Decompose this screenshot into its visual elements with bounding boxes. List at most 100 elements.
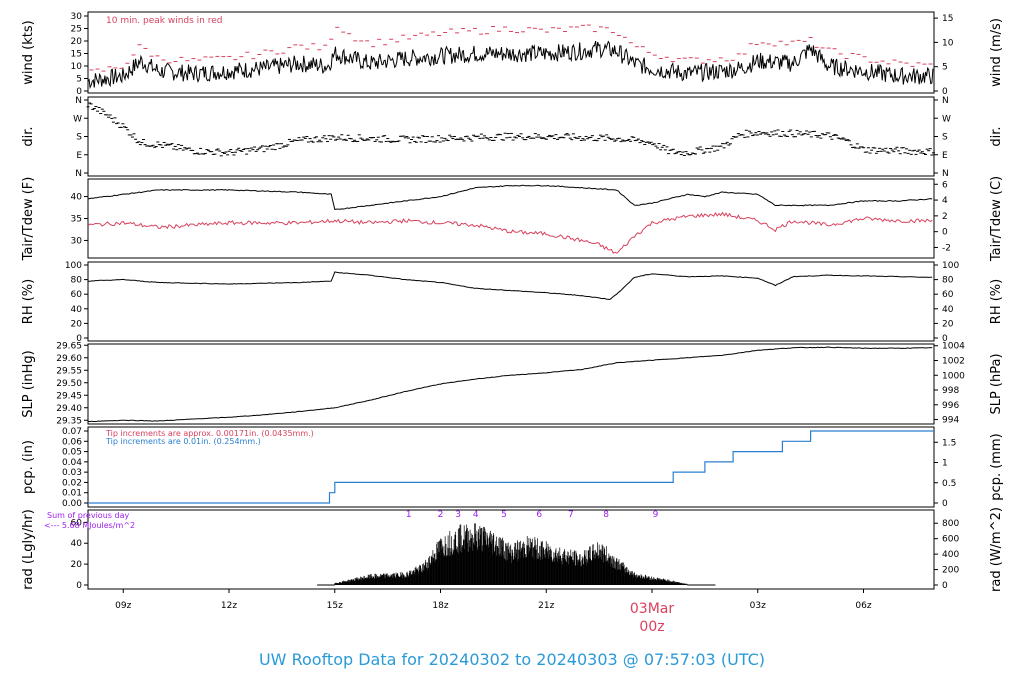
ylabel-left: Tair/Tdew (F) — [21, 177, 36, 262]
panel-slp: SLP (inHg) SLP (hPa) 29.35 29.40 29.45 29.50 2… — [21, 341, 1004, 426]
right-tick-label: S — [942, 133, 948, 143]
left-tick-label: 0.05 — [62, 448, 82, 458]
left-tick-label: 29.50 — [56, 379, 82, 389]
right-tick-label: 0 — [942, 334, 948, 344]
tdew-series — [87, 211, 933, 254]
right-tick-label: 996 — [942, 401, 959, 411]
left-tick-label: S — [76, 133, 82, 143]
right-tick-label: 10 — [942, 38, 954, 48]
right-tick-label: 400 — [942, 550, 959, 560]
left-tick-label: W — [73, 114, 82, 124]
right-tick-label: 2 — [942, 212, 948, 222]
pcp-note-2: Tip increments are 0.01in. (0.254mm.) — [105, 437, 261, 446]
date-label: 03Mar — [630, 601, 674, 617]
rad-marker: 2 — [438, 510, 444, 520]
right-tick-label: 0.5 — [942, 479, 956, 489]
right-tick-label: 600 — [942, 535, 959, 545]
panels: wind (kts) wind (m/s)05101520253005101510… — [21, 11, 1004, 592]
left-tick-label: 0.03 — [62, 468, 82, 478]
footer-title: UW Rooftop Data for 20240302 to 20240303… — [259, 650, 765, 669]
x-tick-label: 21z — [538, 601, 554, 611]
right-tick-label: 4 — [942, 196, 948, 206]
left-tick-label: 10 — [71, 62, 83, 72]
rad-marker: 1 — [406, 510, 412, 520]
right-tick-label: 994 — [942, 416, 959, 426]
left-tick-label: 5 — [76, 75, 82, 85]
left-tick-label: 0.00 — [62, 499, 82, 509]
ylabel-right: RH (%) — [989, 279, 1004, 324]
left-tick-label: 60 — [71, 518, 83, 528]
x-tick-label: 18z — [432, 601, 448, 611]
rad-marker: 8 — [603, 510, 609, 520]
panel-rad: rad (Lgly/hr) rad (W/m^2)0204060020040060… — [21, 507, 1004, 592]
sum-label: Sum of previous day — [47, 511, 129, 520]
panel-wind: wind (kts) wind (m/s) 0 5 10 15 20 25 30 0 5 10 15 10… — [21, 11, 1004, 97]
right-tick-label: 15 — [942, 14, 953, 24]
rad-marker: 3 — [455, 510, 461, 520]
right-tick-label: 0 — [942, 499, 948, 509]
x-tick-label: 06z — [855, 601, 871, 611]
ylabel-right: Tair/Tdew (C) — [989, 176, 1004, 262]
left-tick-label: 40 — [71, 305, 83, 315]
panel-pcp: pcp. (in) pcp. (mm)0.000.010.020.030.040.… — [21, 426, 1004, 509]
left-tick-label: 0.06 — [62, 437, 82, 447]
right-tick-label: 200 — [942, 566, 959, 576]
left-tick-label: 60 — [71, 290, 83, 300]
right-tick-label: 1000 — [942, 371, 965, 381]
right-tick-label: 998 — [942, 386, 959, 396]
rad-marker: 4 — [473, 510, 479, 520]
pcp-note-1: Tip increments are approx. 0.00171in. (0… — [105, 429, 314, 438]
left-tick-label: 0.01 — [62, 489, 82, 499]
panel-frame — [87, 11, 935, 94]
left-tick-label: 29.40 — [56, 404, 82, 414]
right-tick-label: E — [942, 151, 948, 161]
left-tick-label: 29.60 — [56, 354, 82, 364]
ylabel-left: RH (%) — [21, 279, 36, 324]
rad-marker: 9 — [653, 510, 659, 520]
left-tick-label: 20 — [71, 319, 83, 329]
panel-temp: Tair/Tdew (F) Tair/Tdew (C) 30 35 40 -2 0 2 4 6 — [21, 176, 1004, 262]
x-tick-label: 09z — [115, 601, 131, 611]
right-tick-label: 5 — [942, 63, 948, 73]
left-tick-label: 40 — [71, 539, 83, 549]
right-tick-label: 80 — [942, 276, 954, 286]
panel-frame — [87, 261, 935, 342]
panel-frame — [87, 426, 935, 508]
ylabel-right: SLP (hPa) — [989, 353, 1004, 414]
left-tick-label: 30 — [71, 236, 83, 246]
pcp-series — [88, 430, 934, 504]
rad-marker: 7 — [568, 510, 574, 520]
ylabel-left: pcp. (in) — [21, 440, 36, 494]
ylabel-right: wind (m/s) — [989, 18, 1004, 87]
right-tick-label: 1004 — [942, 342, 965, 352]
right-tick-label: 100 — [942, 261, 959, 271]
left-tick-label: 80 — [71, 276, 83, 286]
right-tick-label: 40 — [942, 305, 954, 315]
right-tick-label: W — [942, 114, 951, 124]
rad-marker: 5 — [501, 510, 507, 520]
right-tick-label: 1.5 — [942, 438, 956, 448]
panel-frame — [87, 343, 935, 425]
midnight-label: 00z — [639, 619, 664, 635]
ylabel-right: pcp. (mm) — [989, 433, 1004, 500]
ylabel-right: dir. — [989, 126, 1004, 146]
left-tick-label: 0.04 — [62, 458, 82, 468]
x-tick-label: 03z — [750, 601, 766, 611]
right-tick-label: N — [942, 169, 949, 179]
right-tick-label: 1002 — [942, 356, 965, 366]
left-tick-label: 25 — [71, 25, 82, 35]
panel-frame — [87, 96, 935, 177]
panel-rh: RH (%) RH (%) 0 20 40 60 80 100 0 20 40 60 80 100 — [21, 261, 1004, 344]
right-tick-label: 60 — [942, 290, 954, 300]
right-tick-label: 0 — [942, 87, 948, 97]
x-tick-label: 15z — [327, 601, 343, 611]
right-tick-label: 0 — [942, 228, 948, 238]
left-tick-label: 0 — [76, 334, 82, 344]
left-tick-label: 20 — [71, 560, 83, 570]
left-tick-label: 35 — [71, 215, 82, 225]
left-tick-label: E — [76, 151, 82, 161]
right-tick-label: 1 — [942, 459, 948, 469]
ylabel-right: rad (W/m^2) — [989, 507, 1004, 592]
